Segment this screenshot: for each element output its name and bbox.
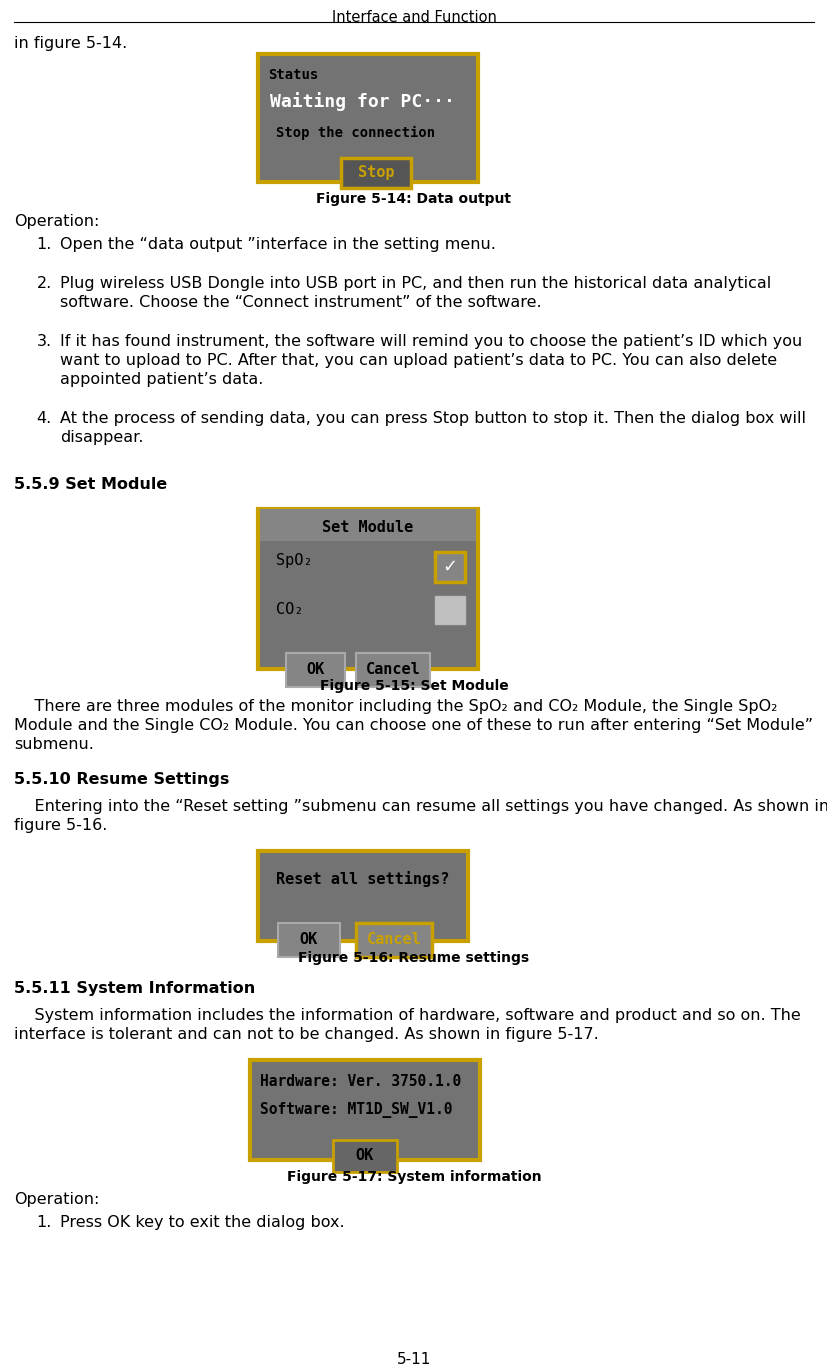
Text: figure 5-16.: figure 5-16. (14, 818, 108, 833)
Text: Open the “data output ”interface in the setting menu.: Open the “data output ”interface in the … (60, 236, 495, 251)
FancyBboxPatch shape (250, 1060, 480, 1160)
Text: Module and the Single CO₂ Module. You can choose one of these to run after enter: Module and the Single CO₂ Module. You ca… (14, 719, 812, 734)
Text: Figure 5-17: System information: Figure 5-17: System information (286, 1171, 541, 1184)
Text: 5-11: 5-11 (396, 1352, 431, 1366)
Text: Figure 5-16: Resume settings: Figure 5-16: Resume settings (298, 951, 529, 964)
Text: Stop: Stop (357, 165, 394, 180)
Text: ✓: ✓ (442, 557, 457, 576)
FancyBboxPatch shape (356, 653, 429, 687)
Text: submenu.: submenu. (14, 738, 93, 753)
Text: want to upload to PC. After that, you can upload patient’s data to PC. You can a: want to upload to PC. After that, you ca… (60, 352, 777, 367)
Text: disappear.: disappear. (60, 430, 143, 445)
Text: OK: OK (356, 1149, 374, 1164)
FancyBboxPatch shape (260, 510, 476, 541)
FancyBboxPatch shape (258, 510, 477, 669)
Text: Waiting for PC···: Waiting for PC··· (270, 92, 454, 111)
Text: SpO₂: SpO₂ (275, 553, 312, 568)
Text: 1.: 1. (36, 1214, 52, 1229)
Text: 1.: 1. (36, 236, 52, 251)
Text: 4.: 4. (36, 411, 52, 426)
FancyBboxPatch shape (332, 1141, 396, 1172)
Text: CO₂: CO₂ (275, 601, 303, 616)
Text: Plug wireless USB Dongle into USB port in PC, and then run the historical data a: Plug wireless USB Dongle into USB port i… (60, 276, 770, 291)
Text: interface is tolerant and can not to be changed. As shown in figure 5-17.: interface is tolerant and can not to be … (14, 1027, 598, 1042)
Text: Hardware: Ver. 3750.1.0: Hardware: Ver. 3750.1.0 (260, 1075, 461, 1090)
Text: appointed patient’s data.: appointed patient’s data. (60, 372, 263, 387)
Text: Stop the connection: Stop the connection (275, 126, 435, 141)
Text: 2.: 2. (36, 276, 52, 291)
Text: System information includes the information of hardware, software and product an: System information includes the informat… (14, 1008, 800, 1023)
Text: 5.5.11 System Information: 5.5.11 System Information (14, 981, 255, 996)
Text: Press OK key to exit the dialog box.: Press OK key to exit the dialog box. (60, 1214, 344, 1229)
Text: Cancel: Cancel (366, 933, 421, 948)
Text: Operation:: Operation: (14, 1193, 99, 1208)
Text: OK: OK (299, 933, 318, 948)
Text: OK: OK (306, 663, 324, 678)
Text: Entering into the “Reset setting ”submenu can resume all settings you have chang: Entering into the “Reset setting ”submen… (14, 799, 827, 814)
Text: If it has found instrument, the software will remind you to choose the patient’s: If it has found instrument, the software… (60, 335, 801, 348)
FancyBboxPatch shape (356, 923, 432, 958)
Text: Set Module: Set Module (322, 519, 414, 534)
Text: in figure 5-14.: in figure 5-14. (14, 36, 127, 51)
Text: Status: Status (268, 68, 318, 82)
FancyBboxPatch shape (434, 596, 465, 624)
Text: 5.5.10 Resume Settings: 5.5.10 Resume Settings (14, 772, 229, 787)
FancyBboxPatch shape (258, 851, 467, 941)
Text: Software: MT1D_SW_V1.0: Software: MT1D_SW_V1.0 (260, 1102, 452, 1117)
FancyBboxPatch shape (341, 158, 410, 189)
Text: 3.: 3. (37, 335, 52, 348)
Text: There are three modules of the monitor including the SpO₂ and CO₂ Module, the Si: There are three modules of the monitor i… (14, 699, 777, 714)
Text: At the process of sending data, you can press Stop button to stop it. Then the d: At the process of sending data, you can … (60, 411, 805, 426)
Text: 5.5.9 Set Module: 5.5.9 Set Module (14, 477, 167, 492)
Text: Reset all settings?: Reset all settings? (276, 872, 449, 887)
FancyBboxPatch shape (258, 55, 477, 182)
FancyBboxPatch shape (434, 552, 465, 582)
Text: Figure 5-14: Data output: Figure 5-14: Data output (316, 193, 511, 206)
FancyBboxPatch shape (278, 923, 340, 958)
Text: Figure 5-15: Set Module: Figure 5-15: Set Module (319, 679, 508, 693)
FancyBboxPatch shape (285, 653, 345, 687)
Text: Interface and Function: Interface and Function (331, 10, 496, 25)
Text: Cancel: Cancel (366, 663, 420, 678)
Text: Operation:: Operation: (14, 214, 99, 229)
Text: software. Choose the “Connect instrument” of the software.: software. Choose the “Connect instrument… (60, 295, 541, 310)
